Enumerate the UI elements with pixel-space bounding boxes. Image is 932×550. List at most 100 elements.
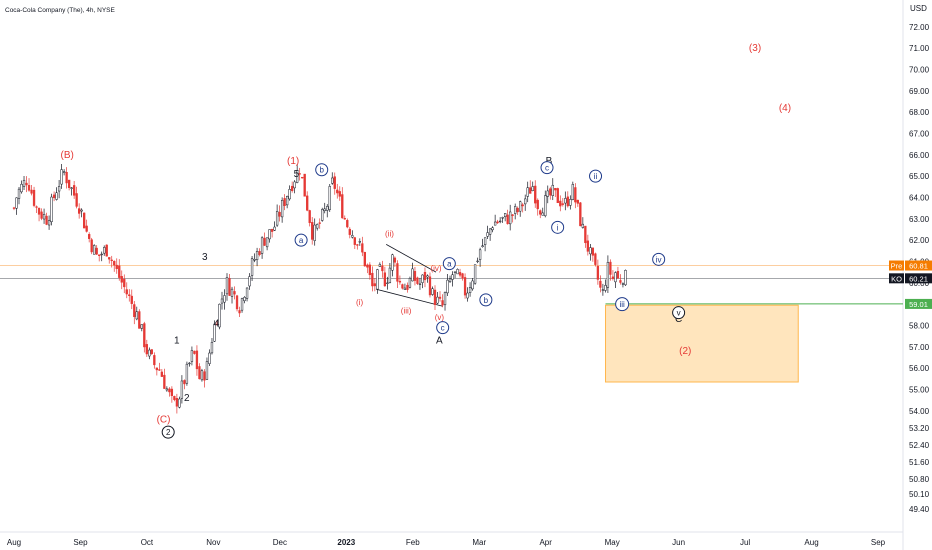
y-tick-label: 66.00	[909, 151, 930, 160]
candle-body	[366, 264, 369, 268]
candle-body	[90, 239, 93, 253]
candle-body	[321, 209, 324, 221]
y-tick-label: 54.00	[909, 407, 930, 416]
candle-body	[418, 283, 422, 285]
candle-body	[190, 350, 194, 362]
candle-body	[200, 370, 204, 381]
candle-body	[220, 298, 224, 304]
candle-body	[293, 181, 296, 189]
y-tick-label: 50.10	[909, 490, 930, 499]
candle-body	[270, 228, 274, 232]
y-tick-label: 67.00	[909, 129, 930, 138]
wave-label-circled: iv	[656, 255, 662, 264]
wave-circle	[540, 161, 554, 175]
candle-body	[72, 185, 76, 196]
candle-body	[115, 264, 118, 269]
candle-body	[311, 222, 314, 240]
candle-body	[564, 198, 567, 204]
candle-body	[250, 258, 254, 276]
candle-body	[258, 251, 261, 255]
candle-body	[471, 280, 474, 290]
support-badge-bg	[905, 298, 932, 309]
wave-label-circled: i	[557, 223, 559, 232]
wave-label: (iv)	[430, 264, 441, 273]
candle-body	[255, 251, 259, 260]
candle-body	[163, 374, 166, 389]
candle-body	[301, 176, 304, 179]
candle-body	[120, 276, 123, 283]
candle-body	[351, 235, 354, 238]
candle-body	[173, 396, 176, 400]
candle-body	[396, 263, 399, 282]
candle-body	[113, 260, 116, 266]
wave-label-circled: a	[447, 260, 452, 269]
wave-label: 4	[214, 318, 220, 329]
candle-body	[468, 287, 472, 294]
candle-body	[403, 287, 407, 290]
candle-body	[391, 254, 394, 271]
candle-body	[50, 196, 53, 222]
candle-body	[37, 207, 41, 215]
candle-body	[263, 237, 266, 246]
x-tick-label: Oct	[141, 538, 154, 547]
candle-body	[333, 176, 336, 189]
candle-body	[278, 211, 281, 217]
candle-body	[180, 380, 184, 399]
candle-body	[473, 264, 477, 284]
candle-body	[88, 234, 91, 239]
candle-body	[338, 191, 341, 197]
wave-circle	[315, 163, 329, 177]
candle-body	[160, 371, 163, 377]
candle-body	[416, 277, 419, 284]
x-tick-label: Apr	[539, 538, 552, 547]
candle-body	[205, 361, 209, 380]
y-tick-label: 63.00	[909, 215, 930, 224]
candle-body	[203, 371, 206, 381]
candle-body	[356, 244, 359, 246]
candle-body	[541, 212, 544, 216]
wave-circle	[672, 306, 686, 320]
price-badges-layer: Pre 60.81 KO 60.21 59.01	[889, 260, 932, 309]
candle-body	[30, 189, 33, 194]
candle-body	[323, 208, 326, 212]
x-tick-label: Jun	[672, 538, 685, 547]
candle-body	[448, 278, 452, 282]
candle-body	[624, 270, 627, 286]
candle-body	[436, 296, 439, 304]
candle-body	[561, 203, 564, 205]
x-tick-label: Sep	[871, 538, 886, 547]
candle-body	[110, 259, 113, 261]
x-axis: Aug Sep Oct Nov Dec 2023 Feb Mar Apr May Jun Jul Aug…	[7, 538, 886, 547]
candle-body	[228, 278, 231, 296]
candle-body	[306, 195, 309, 211]
candle-body	[65, 171, 68, 184]
candle-body	[514, 206, 517, 214]
candle-body	[576, 199, 579, 204]
candle-body	[483, 237, 487, 245]
candle-body	[283, 198, 286, 206]
candle-body	[230, 288, 234, 297]
candle-body	[504, 213, 507, 217]
y-tick-label: 50.80	[909, 475, 930, 484]
candle-body	[291, 185, 294, 192]
candle-body	[574, 187, 577, 203]
candle-body	[341, 194, 344, 219]
candle-body	[22, 179, 26, 187]
candle-body	[240, 298, 244, 311]
candle-body	[32, 189, 36, 206]
candle-body	[260, 237, 264, 254]
y-tick-label: 57.00	[909, 343, 930, 352]
y-tick-label: 71.00	[909, 44, 930, 53]
candle-body	[235, 295, 239, 310]
candle-body	[529, 187, 532, 194]
candle-body	[393, 257, 397, 263]
candle-body	[461, 273, 464, 279]
candle-body	[526, 187, 529, 197]
candle-body	[78, 208, 81, 214]
y-tick-label: 53.20	[909, 424, 930, 433]
candle-body	[67, 179, 71, 188]
candle-body	[331, 177, 334, 184]
candle-body	[98, 254, 101, 257]
candle-body	[25, 182, 28, 186]
